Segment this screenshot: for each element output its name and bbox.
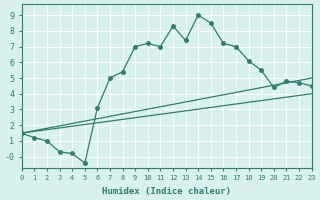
X-axis label: Humidex (Indice chaleur): Humidex (Indice chaleur)	[102, 187, 231, 196]
